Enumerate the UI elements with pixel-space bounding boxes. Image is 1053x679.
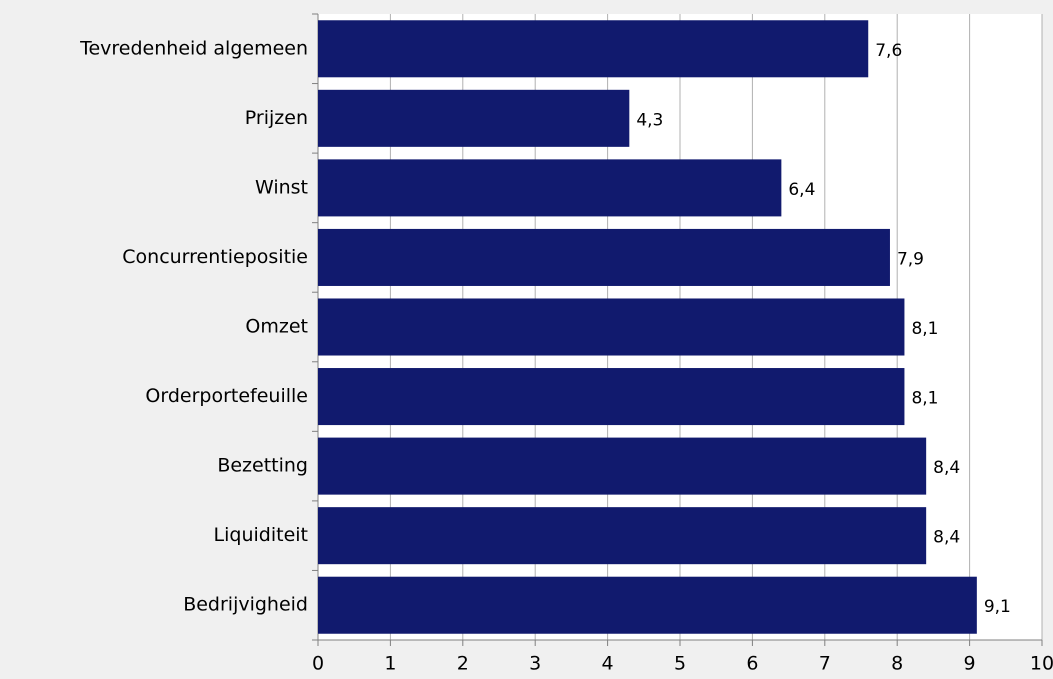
y-tick-label: Tevredenheid algemeen [79, 37, 308, 59]
y-tick-label: Liquiditeit [214, 524, 308, 546]
y-tick-label: Concurrentiepositie [122, 246, 308, 268]
x-tick-label: 4 [602, 653, 614, 675]
y-tick-label: Orderportefeuille [145, 385, 308, 407]
bar [318, 228, 890, 286]
y-tick-label: Omzet [245, 316, 308, 338]
x-tick-label: 7 [819, 653, 831, 675]
x-tick-label: 9 [964, 653, 976, 675]
x-tick-label: 8 [891, 653, 903, 675]
value-label: 9,1 [984, 597, 1011, 617]
value-label: 8,4 [933, 528, 960, 548]
y-tick-label: Bezetting [217, 455, 308, 477]
x-tick-label: 1 [384, 653, 396, 675]
bar [318, 20, 869, 78]
bar [318, 298, 905, 356]
value-label: 8,1 [911, 319, 938, 339]
value-label: 8,1 [911, 389, 938, 409]
bar [318, 507, 927, 565]
x-tick-label: 0 [312, 653, 324, 675]
bar [318, 576, 977, 634]
bar [318, 437, 927, 495]
value-label: 6,4 [788, 180, 815, 200]
value-label: 7,9 [897, 249, 924, 269]
bar [318, 89, 630, 147]
value-label: 7,6 [875, 41, 902, 61]
x-tick-label: 5 [674, 653, 686, 675]
x-tick-label: 10 [1030, 653, 1053, 675]
value-label: 8,4 [933, 458, 960, 478]
value-label: 4,3 [636, 110, 663, 130]
y-tick-label: Prijzen [245, 107, 308, 129]
x-tick-label: 6 [746, 653, 758, 675]
x-tick-label: 2 [457, 653, 469, 675]
y-tick-label: Winst [255, 176, 308, 198]
bar [318, 159, 782, 217]
y-tick-label: Bedrijvigheid [183, 594, 308, 616]
x-tick-label: 3 [529, 653, 541, 675]
bar [318, 368, 905, 426]
